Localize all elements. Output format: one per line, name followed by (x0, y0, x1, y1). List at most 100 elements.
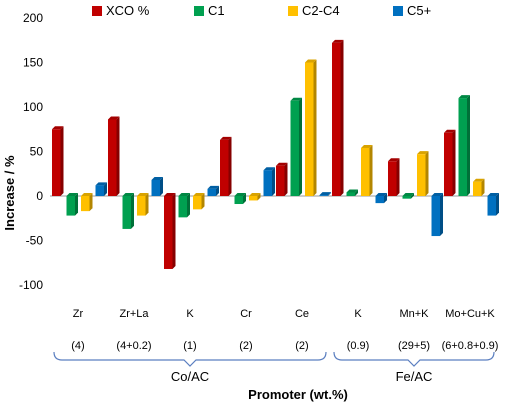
legend-item: C1 (194, 3, 225, 18)
bar (290, 97, 302, 196)
category-loading-label: (6+0.8+0.9) (442, 340, 499, 352)
bar (178, 193, 190, 218)
bar-top (151, 176, 163, 180)
bar (263, 167, 275, 196)
bar (473, 178, 485, 196)
bar-side (116, 116, 120, 196)
category-label: Zr (73, 308, 84, 320)
legend-label: C1 (208, 3, 225, 18)
bar-face (417, 154, 426, 196)
category-loading-label: (0.9) (347, 340, 370, 352)
bar-top (375, 193, 387, 196)
y-tick-label: 200 (23, 11, 43, 25)
y-tick-label: 100 (23, 100, 43, 114)
category-loading-label: (1) (183, 340, 196, 352)
bar-side (104, 182, 107, 196)
x-axis-categories: Zr (4) Zr+La (4+0.2) K (1) Cr (2) Ce (2) K (0.9) Mn+… (71, 308, 498, 352)
bar (108, 116, 120, 196)
bar-face (164, 196, 173, 269)
bar-top (81, 193, 93, 196)
bar (66, 193, 78, 216)
bar-side (411, 193, 414, 199)
category-label: Ce (295, 308, 309, 320)
bar-face (361, 147, 370, 196)
y-axis-title: Increase / % (2, 155, 17, 231)
bar-top (487, 193, 499, 196)
bar-side (243, 193, 246, 205)
bar (249, 193, 261, 201)
bar-face (319, 195, 328, 196)
bar-face (263, 170, 272, 196)
bar-top (122, 193, 134, 196)
bar-side (257, 193, 261, 201)
bar-top (361, 144, 373, 148)
bar-top (52, 126, 64, 130)
bar (193, 193, 205, 210)
bar-top (305, 59, 317, 63)
bar-top (164, 193, 176, 196)
y-tick-label: -100 (19, 278, 43, 292)
bar-top (95, 182, 107, 186)
group-label: Fe/AC (396, 369, 433, 384)
group-bracket (333, 351, 495, 367)
bar (402, 193, 414, 199)
bar-side (172, 193, 176, 269)
legend-item: C5+ (393, 3, 431, 18)
legend-item: C2-C4 (288, 3, 340, 18)
bar-side (160, 176, 163, 196)
bar-side (313, 59, 317, 196)
bar-face (122, 196, 131, 229)
category-loading-label: (4+0.2) (116, 340, 151, 352)
legend-label: C5+ (407, 3, 431, 18)
bar-side (481, 178, 485, 196)
bar-side (284, 162, 288, 196)
legend-swatch (194, 6, 204, 16)
bar (122, 193, 134, 229)
bar (207, 185, 219, 196)
category-label: K (354, 308, 362, 320)
bar (388, 158, 400, 196)
group-bracket (53, 351, 327, 367)
bar-top (332, 39, 344, 43)
bar-side (299, 97, 302, 196)
bar-face (193, 196, 202, 210)
bar-side (496, 193, 499, 216)
group-label: Co/AC (171, 369, 209, 384)
bar-top (290, 97, 302, 101)
x-axis-title: Promoter (wt.%) (248, 387, 348, 402)
category-label: K (186, 308, 194, 320)
legend-swatch (288, 6, 298, 16)
legend: XCO % C1 C2-C4 C5+ (92, 3, 431, 18)
bar (276, 162, 288, 196)
bar (95, 182, 107, 196)
bar (220, 136, 232, 196)
bar (234, 193, 246, 205)
bar (458, 95, 470, 196)
legend-swatch (393, 6, 403, 16)
bar-top (66, 193, 78, 196)
bar-top (263, 167, 275, 171)
category-label: Mo+Cu+K (445, 308, 495, 320)
bar-top (388, 158, 400, 162)
legend-label: XCO % (106, 3, 150, 18)
bar-face (66, 196, 75, 216)
y-axis: -100 -50 0 50 100 150 200 (19, 11, 43, 292)
bar-top (276, 162, 288, 166)
bar-face (249, 196, 258, 201)
bar (81, 193, 93, 212)
bar-side (452, 129, 456, 196)
bar-side (75, 193, 78, 216)
bar-side (89, 193, 93, 212)
bar (375, 193, 387, 204)
category-label: Zr+La (119, 308, 149, 320)
bar (52, 126, 64, 196)
category-label: Mn+K (399, 308, 429, 320)
bar (444, 129, 456, 196)
bar-side (340, 39, 344, 196)
category-loading-label: (2) (239, 340, 252, 352)
bar-face (346, 192, 355, 196)
bar (361, 144, 373, 196)
category-loading-label: (4) (71, 340, 84, 352)
bar-top (207, 185, 219, 189)
y-tick-label: 0 (36, 189, 43, 203)
